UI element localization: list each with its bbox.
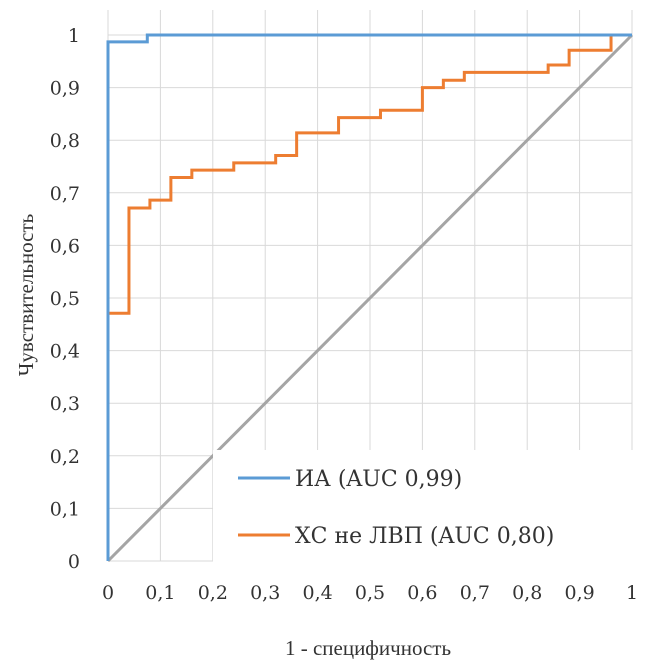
y-tick-label: 0,3: [50, 393, 80, 415]
y-tick-label: 0,2: [50, 446, 80, 468]
x-tick-label: 0,8: [512, 582, 542, 604]
x-tick-label: 0,3: [250, 582, 280, 604]
legend: ИА (AUC 0,99) ХС не ЛВП (AUC 0,80): [238, 467, 554, 549]
y-tick-label: 0,1: [50, 498, 80, 520]
x-tick-label: 0,2: [198, 582, 228, 604]
y-tick-label: 0,7: [50, 183, 80, 205]
x-tick-label: 0,1: [145, 582, 175, 604]
series-line-reference: [106, 33, 634, 563]
x-tick-label: 0,7: [460, 582, 490, 604]
legend-box: [213, 450, 643, 562]
y-tick-label: 0: [68, 551, 80, 573]
legend-label-non-hdl: ХС не ЛВП (AUC 0,80): [295, 524, 554, 549]
x-axis-label: 1 - специфичность: [285, 636, 451, 660]
x-tick-label: 0,4: [302, 582, 332, 604]
x-tick-label: 0,9: [564, 582, 594, 604]
y-axis-label: Чувствительность: [14, 214, 38, 376]
y-tick-label: 0,8: [50, 130, 80, 152]
x-tick-label: 0: [102, 582, 114, 604]
legend-label-ia: ИА (AUC 0,99): [295, 467, 462, 492]
y-tick-label: 0,4: [50, 341, 80, 363]
y-tick-label: 0,6: [50, 235, 80, 257]
x-tick-label: 1: [626, 582, 638, 604]
y-tick-label: 0,5: [50, 288, 80, 310]
series-line-ia: [106, 33, 632, 561]
x-tick-label: 0,5: [355, 582, 385, 604]
series-line-non-hdl: [106, 33, 632, 561]
y-tick-label: 0,9: [50, 78, 80, 100]
series-lines: [106, 33, 634, 563]
x-tick-label: 0,6: [407, 582, 437, 604]
tick-labels: 0 0,1 0,2 0,3 0,4 0,5 0,6 0,7 0,8 0,9 1 0 0,1 0,2 0,3 0…: [50, 25, 638, 604]
y-tick-label: 1: [68, 25, 80, 47]
